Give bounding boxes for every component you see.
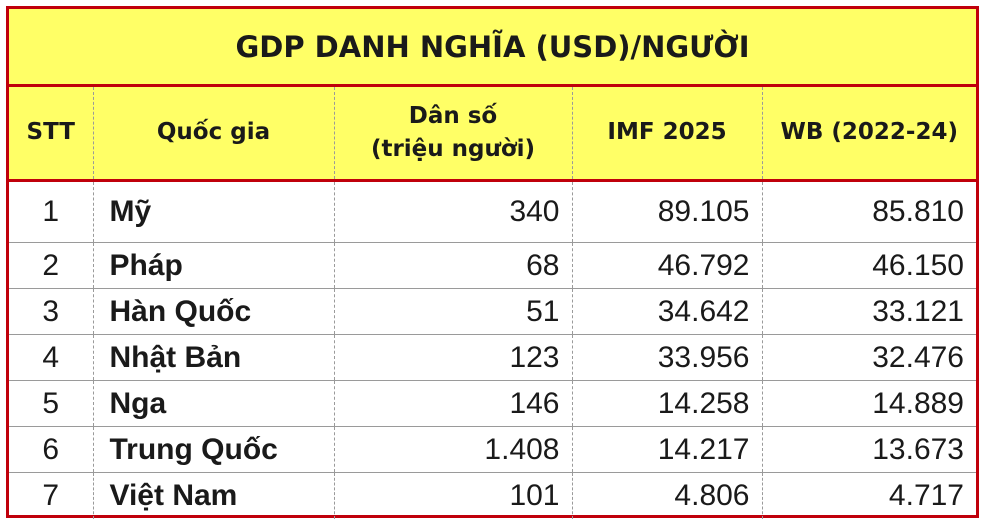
table-row: 5 Nga 146 14.258 14.889 xyxy=(9,380,976,427)
gdp-table-frame: GDP DANH NGHĨA (USD)/NGƯỜI STT Quốc gia … xyxy=(6,6,979,519)
header-population-line1: Dân số xyxy=(408,102,498,129)
header-wb: WB (2022-24) xyxy=(761,87,976,182)
cell-imf: 34.642 xyxy=(571,288,762,335)
cell-country: Nga xyxy=(92,380,334,427)
cell-population: 146 xyxy=(333,380,572,427)
cell-population: 51 xyxy=(333,288,572,335)
cell-stt: 7 xyxy=(42,478,60,512)
cell-country: Nhật Bản xyxy=(92,334,334,381)
cell-wb: 33.121 xyxy=(761,288,976,335)
table-row: 6 Trung Quốc 1.408 14.217 13.673 xyxy=(9,426,976,473)
cell-wb: 13.673 xyxy=(761,426,976,473)
cell-stt: 2 xyxy=(9,242,93,289)
header-population-line2: (triệu người) xyxy=(370,136,536,162)
cell-imf: 33.956 xyxy=(571,334,762,381)
cell-population: 1.408 xyxy=(333,426,572,473)
header-row: STT Quốc gia Dân số (triệu người) IMF 20… xyxy=(9,87,976,182)
cell-stt: 4 xyxy=(9,334,93,381)
cell-wb: 14.889 xyxy=(761,380,976,427)
table-row: 1 Mỹ 340 89.105 85.810 xyxy=(9,180,976,243)
cell-imf: 46.792 xyxy=(571,242,762,289)
header-imf: IMF 2025 xyxy=(571,87,762,182)
cell-imf: 89.105 xyxy=(571,180,762,243)
table-row: 4 Nhật Bản 123 33.956 32.476 xyxy=(9,334,976,381)
header-stt: STT xyxy=(9,87,93,182)
cell-country: Mỹ xyxy=(92,180,334,243)
cell-country: Hàn Quốc xyxy=(92,288,334,335)
cell-country: Việt Nam xyxy=(92,472,334,519)
cell-population: 101 xyxy=(333,472,572,519)
header-country: Quốc gia xyxy=(92,87,334,182)
cell-stt: 1 xyxy=(9,180,93,243)
cell-imf: 14.258 xyxy=(571,380,762,427)
cell-wb: 46.150 xyxy=(761,242,976,289)
table-row: 2 Pháp 68 46.792 46.150 xyxy=(9,242,976,289)
cell-stt: 6 xyxy=(9,426,93,473)
cell-population: 68 xyxy=(333,242,572,289)
gdp-table: STT Quốc gia Dân số (triệu người) IMF 20… xyxy=(9,87,976,519)
cell-stt: 3 xyxy=(9,288,93,335)
cell-imf: 14.217 xyxy=(571,426,762,473)
table-row: 7 Việt Nam 101 4.806 4.717 xyxy=(9,472,976,519)
cell-wb: 85.810 xyxy=(761,180,976,243)
cell-population: 340 xyxy=(333,180,572,243)
cell-wb: 4.717 xyxy=(761,472,976,519)
cell-stt: 5 xyxy=(9,380,93,427)
cell-country: Trung Quốc xyxy=(92,426,334,473)
cell-population: 123 xyxy=(333,334,572,381)
cell-wb: 32.476 xyxy=(761,334,976,381)
table-title: GDP DANH NGHĨA (USD)/NGƯỜI xyxy=(9,9,976,87)
cell-imf: 4.806 xyxy=(571,472,762,519)
table-row: 3 Hàn Quốc 51 34.642 33.121 xyxy=(9,288,976,335)
header-population: Dân số (triệu người) xyxy=(333,87,572,182)
cell-country: Pháp xyxy=(92,242,334,289)
